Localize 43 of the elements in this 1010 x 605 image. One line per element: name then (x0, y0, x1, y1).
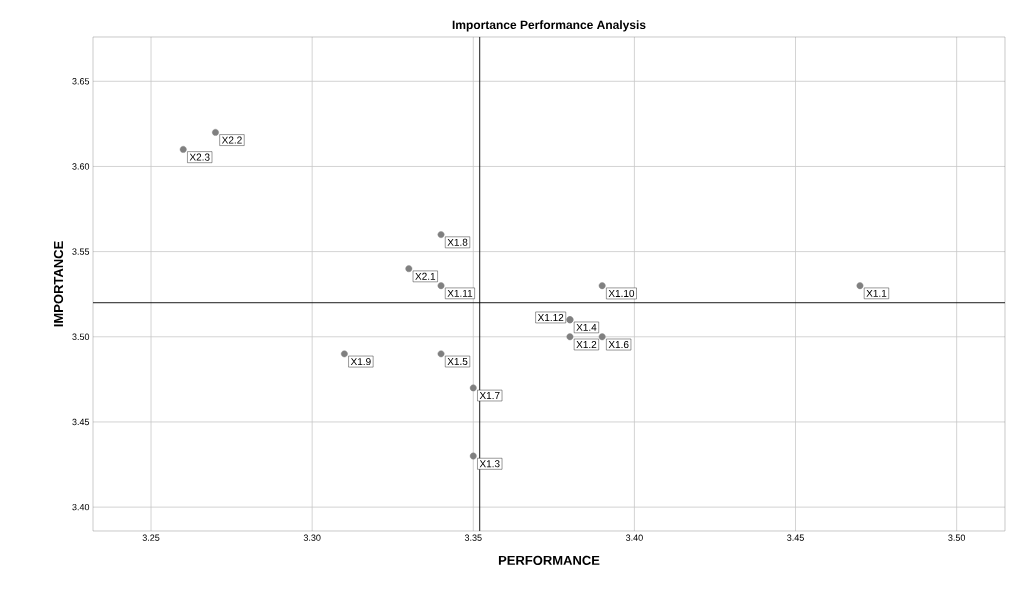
point (212, 128, 219, 136)
point (405, 265, 413, 273)
point (437, 350, 445, 358)
point (437, 282, 445, 290)
y-tick-label: 3.50 (72, 333, 90, 340)
y-axis-title: IMPORTANCE (53, 241, 64, 327)
point (179, 146, 187, 153)
annotation: X1.1 (866, 289, 887, 297)
point (566, 333, 574, 341)
annotation: X1.11 (447, 289, 473, 297)
point (437, 231, 445, 238)
y-tick-label: 3.40 (72, 503, 90, 511)
x-tick-label: 3.45 (787, 534, 804, 541)
annotation: X2.3 (189, 153, 210, 161)
annotation: X1.9 (350, 358, 371, 366)
annotation: X1.12 (537, 313, 564, 321)
x-tick-label: 3.40 (625, 534, 643, 541)
chart-title: Importance Performance Analysis (452, 20, 646, 32)
annotation: X1.4 (576, 323, 597, 331)
point (340, 350, 348, 358)
point (598, 333, 606, 341)
annotation: X2.1 (415, 272, 436, 280)
annotation: X1.2 (576, 341, 597, 348)
x-tick-label: 3.50 (948, 534, 966, 541)
annotation: X2.2 (221, 136, 242, 144)
y-tick-label: 3.45 (72, 418, 90, 426)
y-tick-label: 3.60 (72, 163, 90, 170)
annotation: X1.7 (479, 392, 500, 399)
y-tick-label: 3.55 (72, 248, 90, 255)
annotation: X1.10 (608, 289, 635, 297)
point (469, 384, 477, 392)
point (856, 282, 864, 290)
x-tick-label: 3.30 (303, 534, 321, 541)
point (469, 452, 477, 460)
annotation: X1.8 (447, 238, 468, 246)
annotation: X1.5 (447, 358, 468, 365)
x-tick-label: 3.25 (142, 534, 160, 541)
x-axis-title: PERFORMANCE (498, 555, 600, 565)
point (598, 282, 606, 290)
x-tick-label: 3.35 (464, 534, 482, 541)
y-tick-label: 3.65 (72, 78, 90, 85)
annotation: X1.6 (608, 341, 629, 349)
annotation: X1.3 (479, 460, 500, 468)
